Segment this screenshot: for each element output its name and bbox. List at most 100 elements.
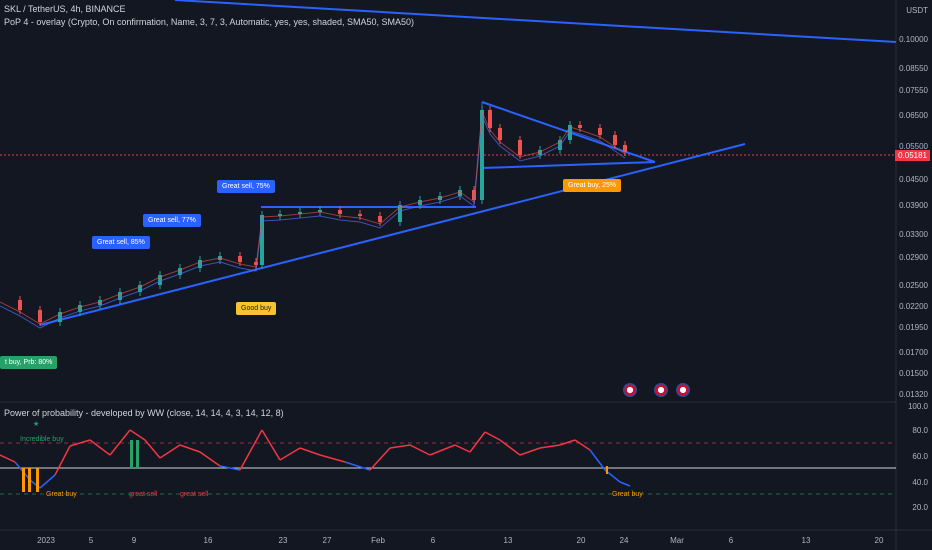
candle [158,275,162,285]
incredible-buy-bar [130,440,133,468]
candle [472,190,476,200]
oscillator-line [89,439,111,456]
candle [398,205,402,222]
candle [480,110,484,200]
signal-great-buy-tag[interactable]: Great buy, 25% [563,179,622,192]
great-buy-bar [22,468,25,492]
price-tick: 0.01950 [899,323,928,332]
oscillator-line [39,474,56,489]
candle [578,125,582,128]
time-tick: Mar [670,536,684,545]
oscillator-line [319,454,346,463]
candle [58,312,62,322]
osc-tick: 80.0 [912,426,928,435]
osc-tick: 60.0 [912,452,928,461]
candle [338,210,342,214]
oscillator-line [279,447,301,461]
price-tick: 0.07550 [899,86,928,95]
oscillator-line [219,465,241,471]
candle [260,215,264,265]
candle [318,210,322,212]
overlay-indicator-legend[interactable]: PoP 4 - overlay (Crypto, On confirmation… [4,17,415,27]
currency-label: USDT [906,6,928,15]
candle [198,260,202,268]
oscillator-line [369,447,391,471]
signal-sell-tag[interactable]: Great sell, 85% [92,236,150,249]
us-flag-event-icon[interactable] [676,383,690,397]
candle [623,145,627,152]
great-buy-label: Great buy [46,491,77,498]
oscillator-line [469,431,486,453]
time-tick: 16 [203,536,213,545]
symbol-legend[interactable]: SKL / TetherUS, 4h, BINANCE [4,4,126,14]
candle [568,125,572,140]
candle [118,292,122,300]
oscillator-line [54,445,71,476]
oscillator-line [539,444,561,449]
oscillator-line [389,444,411,449]
oscillator-line [344,461,371,471]
oscillator-line [454,444,471,453]
price-tick: 0.05500 [899,142,928,151]
time-tick: Feb [371,536,385,545]
price-tick: 0.03300 [899,230,928,239]
oscillator-line [69,439,91,447]
candle [238,256,242,262]
time-tick: 6 [430,536,436,545]
oscillator-line [179,444,201,453]
oscillator-line [144,439,161,459]
candle [498,128,502,140]
candle [78,305,82,312]
oscillator-line [519,447,541,456]
us-flag-event-icon[interactable] [623,383,637,397]
osc-tick: 100.0 [907,402,928,411]
time-tick: 2023 [37,536,55,545]
candle [278,214,282,216]
trendline [39,143,746,326]
oscillator-line [484,431,501,441]
candle [18,300,22,310]
price-tick: 0.02200 [899,302,928,311]
candle [378,216,382,222]
oscillator-line [499,439,521,456]
osc-tick: 40.0 [912,478,928,487]
time-tick: 5 [88,536,94,545]
osc-tick: 20.0 [912,503,928,512]
signal-sell-tag[interactable]: Great sell, 77% [143,214,201,227]
candle [613,135,617,145]
time-tick: 24 [619,536,629,545]
price-tick: 0.01500 [899,369,928,378]
time-tick: 13 [801,536,811,545]
trendline [174,0,897,43]
triangle-lower [481,161,656,169]
us-flag-event-icon[interactable] [654,383,668,397]
great-buy-bar [28,468,31,492]
price-tick: 0.01700 [899,348,928,357]
signal-sell-tag[interactable]: Great sell, 75% [217,180,275,193]
price-tick: 0.03900 [899,201,928,210]
current-price-badge: 0.05181 [895,150,930,161]
time-tick: 27 [322,536,332,545]
candle [138,285,142,292]
price-tick: 0.01320 [899,390,928,399]
oscillator-line [589,449,606,471]
time-tick: 13 [503,536,513,545]
price-tick: 0.08550 [899,64,928,73]
oscillator-line [129,429,146,441]
signal-good-buy-tag[interactable]: Good buy [236,302,277,315]
time-tick: 20 [576,536,586,545]
oscillator-line [559,439,576,446]
price-tick: 0.06500 [899,111,928,120]
candle [298,212,302,214]
great-sell-label: great sell [129,491,158,498]
star-icon: ★ [33,421,40,428]
great-buy-bar [606,466,608,474]
time-tick: 23 [278,536,288,545]
oscillator-line [429,444,456,456]
candle [558,140,562,150]
oscillator-line [574,439,591,451]
signal-buy-tag[interactable]: t buy, Prb: 80% [0,356,58,369]
oscillator-line [261,429,281,461]
oscillator-legend[interactable]: Power of probability - developed by WW (… [4,408,284,418]
